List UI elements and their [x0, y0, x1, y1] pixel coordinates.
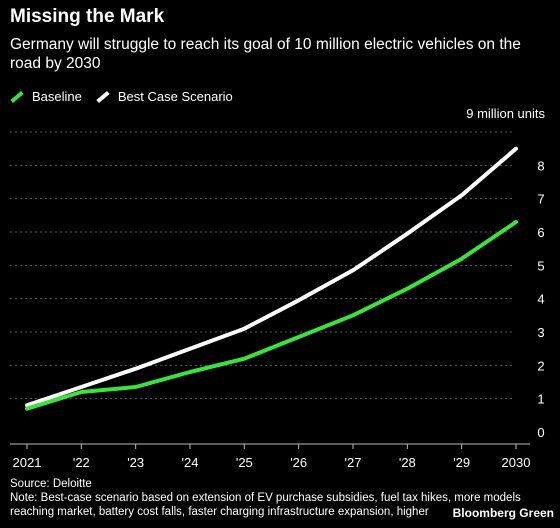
chart-title: Missing the Mark [10, 6, 165, 27]
legend-label-baseline: Baseline [32, 89, 82, 104]
source-text: Source: Deloitte [10, 478, 92, 490]
x-tick-label: 2030 [502, 455, 531, 470]
brand-logo: Bloomberg Green [452, 506, 554, 520]
y-tick-label: 6 [537, 225, 544, 240]
note-text: Note: Best-case scenario based on extens… [10, 492, 521, 518]
y-tick-label: 7 [537, 192, 544, 207]
x-tick-label: '29 [453, 455, 470, 470]
legend-item-best-case: Best Case Scenario [96, 89, 233, 104]
x-tick-label: '22 [73, 455, 90, 470]
series-line-best-case-scenario [25, 146, 518, 408]
legend-item-baseline: Baseline [10, 89, 82, 104]
x-tick-label: '28 [399, 455, 416, 470]
x-tick-label: '24 [182, 455, 199, 470]
y-tick-label: 3 [537, 325, 544, 340]
series-line-baseline [25, 220, 518, 411]
y-unit-label: 9 million units [466, 106, 545, 121]
x-tick-label: '26 [290, 455, 307, 470]
x-tick-label: '25 [236, 455, 253, 470]
x-tick-label: 2021 [13, 455, 42, 470]
chart-subtitle: Germany will struggle to reach its goal … [10, 36, 521, 72]
y-tick-label: 0 [537, 425, 544, 440]
y-tick-label: 4 [537, 292, 544, 307]
y-tick-label: 2 [537, 358, 544, 373]
y-tick-label: 8 [537, 158, 544, 173]
x-tick-label: '27 [345, 455, 362, 470]
x-tick-label: '23 [127, 455, 144, 470]
chart-footer: Source: Deloitte Note: Best-case scenari… [10, 477, 555, 519]
y-tick-label: 5 [537, 258, 544, 273]
y-tick-label: 1 [537, 392, 544, 407]
legend: Baseline Best Case Scenario [10, 89, 247, 104]
legend-label-best-case: Best Case Scenario [117, 89, 233, 104]
